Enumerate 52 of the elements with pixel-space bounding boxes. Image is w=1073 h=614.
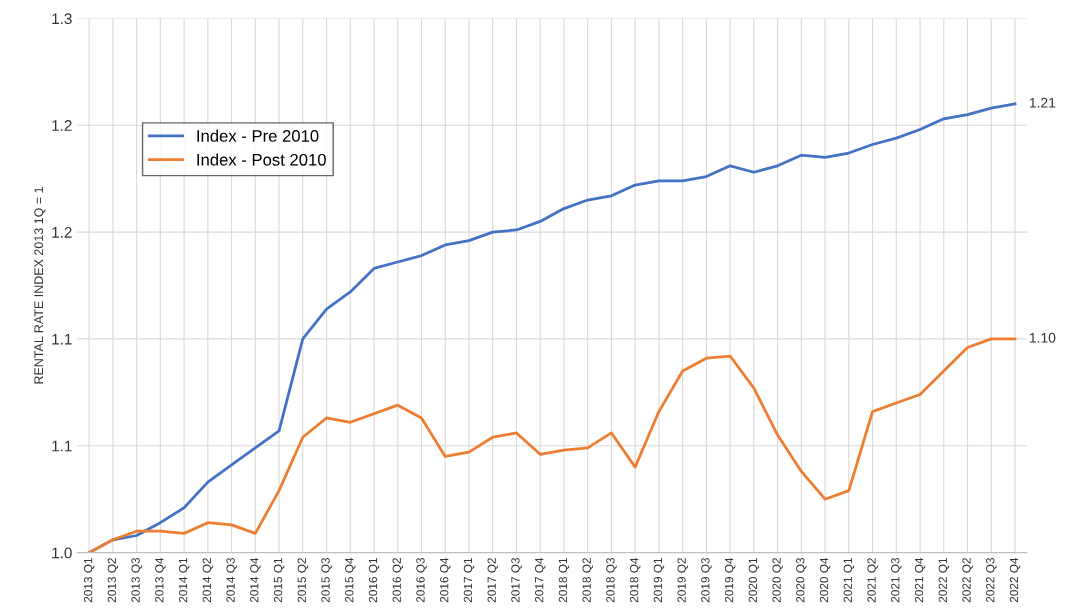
x-tick-label: 2020 Q3 bbox=[796, 557, 807, 603]
x-tick-label: 2018 Q1 bbox=[558, 558, 570, 603]
annotation: 1.21 bbox=[1029, 97, 1056, 108]
legend-label: Index - Pre 2010 bbox=[197, 129, 319, 142]
x-tick-label: 2020 Q2 bbox=[772, 558, 783, 603]
x-tick-label: 2016 Q1 bbox=[368, 558, 380, 603]
x-tick-label: 2014 Q2 bbox=[202, 558, 214, 603]
x-tick-label: 2015 Q2 bbox=[297, 558, 309, 603]
x-tick-label: 2016 Q2 bbox=[392, 558, 404, 603]
y-tick-label: 1.2 bbox=[52, 120, 72, 131]
x-tick-label: 2020 Q1 bbox=[748, 558, 760, 603]
x-tick-label: 2015 Q3 bbox=[321, 557, 332, 603]
x-tick-label: 2013 Q4 bbox=[155, 557, 166, 603]
x-tick-label: 2016 Q4 bbox=[440, 557, 451, 603]
x-tick-label: 2016 Q3 bbox=[416, 557, 427, 603]
x-tick-label: 2018 Q3 bbox=[606, 557, 617, 603]
y-tick-label: 1.0 bbox=[52, 547, 72, 559]
x-tick-label: 2017 Q4 bbox=[535, 557, 546, 603]
x-tick-label: 2021 Q2 bbox=[867, 558, 878, 603]
x-tick-label: 2013 Q3 bbox=[131, 557, 142, 603]
x-tick-label: 2018 Q2 bbox=[582, 558, 593, 603]
y-axis-title: RENTAL RATE INDEX 2013 1Q = 1 bbox=[34, 187, 46, 384]
x-tick-label: 2022 Q1 bbox=[938, 558, 950, 603]
x-tick-label: 2021 Q3 bbox=[891, 557, 902, 603]
legend-label: Index - Post 2010 bbox=[197, 153, 326, 166]
x-tick-label: 2022 Q3 bbox=[986, 557, 997, 603]
x-tick-label: 2014 Q1 bbox=[178, 558, 190, 603]
x-tick-label: 2022 Q4 bbox=[1009, 557, 1021, 603]
x-tick-label: 2015 Q1 bbox=[273, 558, 285, 603]
x-tick-label: 2019 Q1 bbox=[653, 558, 665, 603]
y-tick-label: 1.1 bbox=[52, 333, 72, 345]
x-tick-label: 2018 Q4 bbox=[629, 557, 641, 603]
x-tick-label: 2017 Q3 bbox=[511, 557, 522, 603]
x-tick-label: 2013 Q2 bbox=[107, 558, 119, 603]
y-tick-label: 1.2 bbox=[52, 226, 72, 238]
x-tick-label: 2019 Q4 bbox=[724, 557, 736, 603]
line-series bbox=[87, 337, 1017, 553]
y-tick-label: 1.1 bbox=[52, 440, 72, 452]
x-tick-label: 2017 Q1 bbox=[463, 558, 475, 603]
y-tick-label: 1.3 bbox=[52, 13, 72, 25]
x-tick-label: 2015 Q4 bbox=[345, 557, 356, 603]
x-tick-label: 2019 Q3 bbox=[701, 557, 712, 603]
x-tick-label: 2021 Q1 bbox=[843, 558, 855, 603]
annotation: 1.10 bbox=[1029, 332, 1056, 343]
x-tick-label: 2013 Q1 bbox=[83, 558, 95, 603]
x-tick-label: 2020 Q4 bbox=[819, 557, 831, 603]
x-tick-label: 2017 Q2 bbox=[487, 558, 498, 603]
x-tick-label: 2022 Q2 bbox=[962, 558, 973, 603]
x-tick-label: 2019 Q2 bbox=[677, 558, 688, 603]
x-tick-label: 2014 Q4 bbox=[250, 557, 261, 603]
x-tick-label: 2021 Q4 bbox=[914, 557, 926, 603]
x-tick-label: 2014 Q3 bbox=[226, 557, 237, 603]
